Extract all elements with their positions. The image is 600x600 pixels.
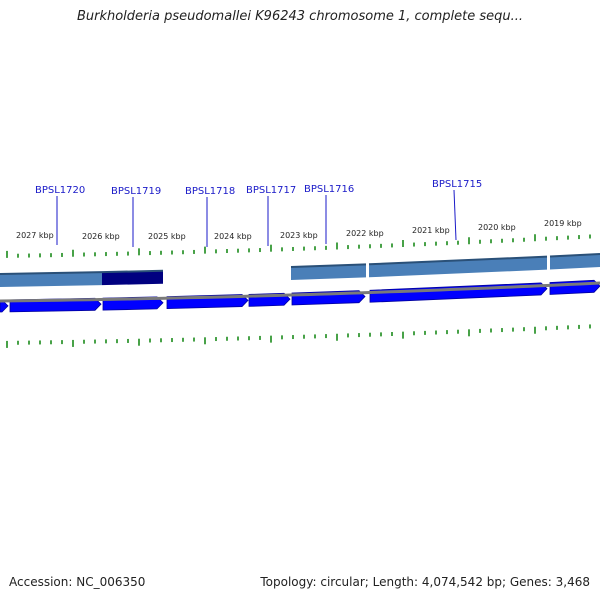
gene-leader-line bbox=[453, 189, 457, 241]
region-band[interactable] bbox=[0, 272, 102, 287]
map-title: Burkholderia pseudomallei K96243 chromos… bbox=[76, 9, 524, 24]
outer-tick-track bbox=[6, 234, 591, 258]
gene-label-bpsl1717[interactable]: BPSL1717 bbox=[246, 185, 296, 196]
region-band-selected[interactable] bbox=[102, 270, 163, 286]
region-band[interactable] bbox=[550, 254, 600, 270]
kbp-label-2019: 2019 kbp bbox=[544, 219, 582, 228]
kbp-label-2024: 2024 kbp bbox=[214, 232, 252, 241]
region-band-edge bbox=[101, 269, 164, 274]
kbp-label-track: 2027 kbp 2026 kbp 2025 kbp 2024 kbp 2023… bbox=[16, 219, 582, 241]
kbp-label-2023: 2023 kbp bbox=[280, 231, 318, 240]
region-band-edge bbox=[368, 255, 548, 266]
region-band-edge bbox=[290, 263, 367, 269]
kbp-label-2026: 2026 kbp bbox=[82, 232, 120, 241]
topology-text: Topology: circular; Length: 4,074,542 bp… bbox=[260, 575, 590, 589]
region-band[interactable] bbox=[291, 264, 366, 281]
kbp-label-2027: 2027 kbp bbox=[16, 231, 54, 240]
kbp-label-2022: 2022 kbp bbox=[346, 229, 384, 238]
accession-text: Accession: NC_006350 bbox=[9, 575, 146, 589]
gene-label-track[interactable]: BPSL1720 BPSL1719 BPSL1718 BPSL1717 BPSL… bbox=[35, 179, 482, 247]
backbone-line bbox=[0, 281, 600, 303]
kbp-label-2020: 2020 kbp bbox=[478, 223, 516, 232]
kbp-label-2025: 2025 kbp bbox=[148, 232, 186, 241]
region-band[interactable] bbox=[369, 256, 547, 278]
gene-label-bpsl1719[interactable]: BPSL1719 bbox=[111, 186, 161, 197]
region-band-edge bbox=[549, 253, 600, 258]
gene-label-bpsl1716[interactable]: BPSL1716 bbox=[304, 184, 354, 195]
gene-label-bpsl1715[interactable]: BPSL1715 bbox=[432, 179, 482, 190]
inner-tick-track bbox=[6, 324, 591, 348]
chromosome-backbone bbox=[0, 281, 600, 303]
region-band-track[interactable] bbox=[0, 253, 600, 287]
gene-label-bpsl1718[interactable]: BPSL1718 bbox=[185, 186, 235, 197]
kbp-label-2021: 2021 kbp bbox=[412, 226, 450, 235]
gene-label-bpsl1720[interactable]: BPSL1720 bbox=[35, 185, 85, 196]
region-band-edge bbox=[0, 271, 103, 275]
